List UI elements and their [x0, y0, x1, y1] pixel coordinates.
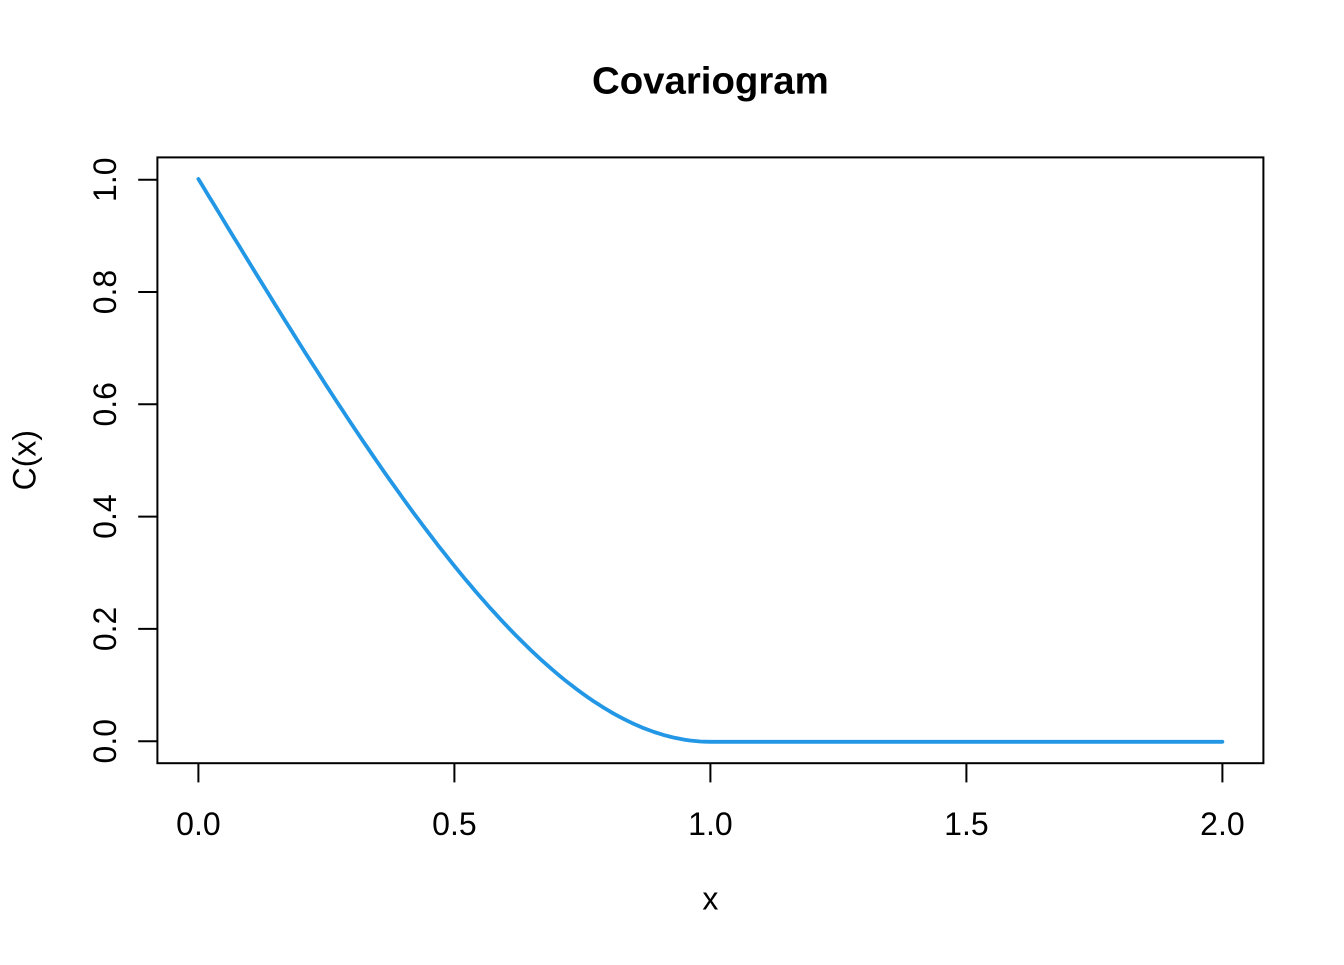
svg-text:Covariogram: Covariogram [592, 60, 829, 103]
svg-text:0.4: 0.4 [87, 494, 123, 538]
svg-text:0.6: 0.6 [87, 382, 123, 426]
svg-text:1.5: 1.5 [944, 806, 988, 842]
svg-text:C(x): C(x) [7, 430, 43, 490]
svg-text:0.8: 0.8 [87, 270, 123, 314]
svg-text:2.0: 2.0 [1200, 806, 1244, 842]
svg-text:1.0: 1.0 [87, 157, 123, 201]
svg-text:0.5: 0.5 [432, 806, 476, 842]
svg-text:0.0: 0.0 [87, 719, 123, 763]
svg-text:1.0: 1.0 [688, 806, 732, 842]
svg-text:x: x [702, 881, 718, 917]
svg-text:0.0: 0.0 [176, 806, 220, 842]
svg-text:0.2: 0.2 [87, 607, 123, 651]
